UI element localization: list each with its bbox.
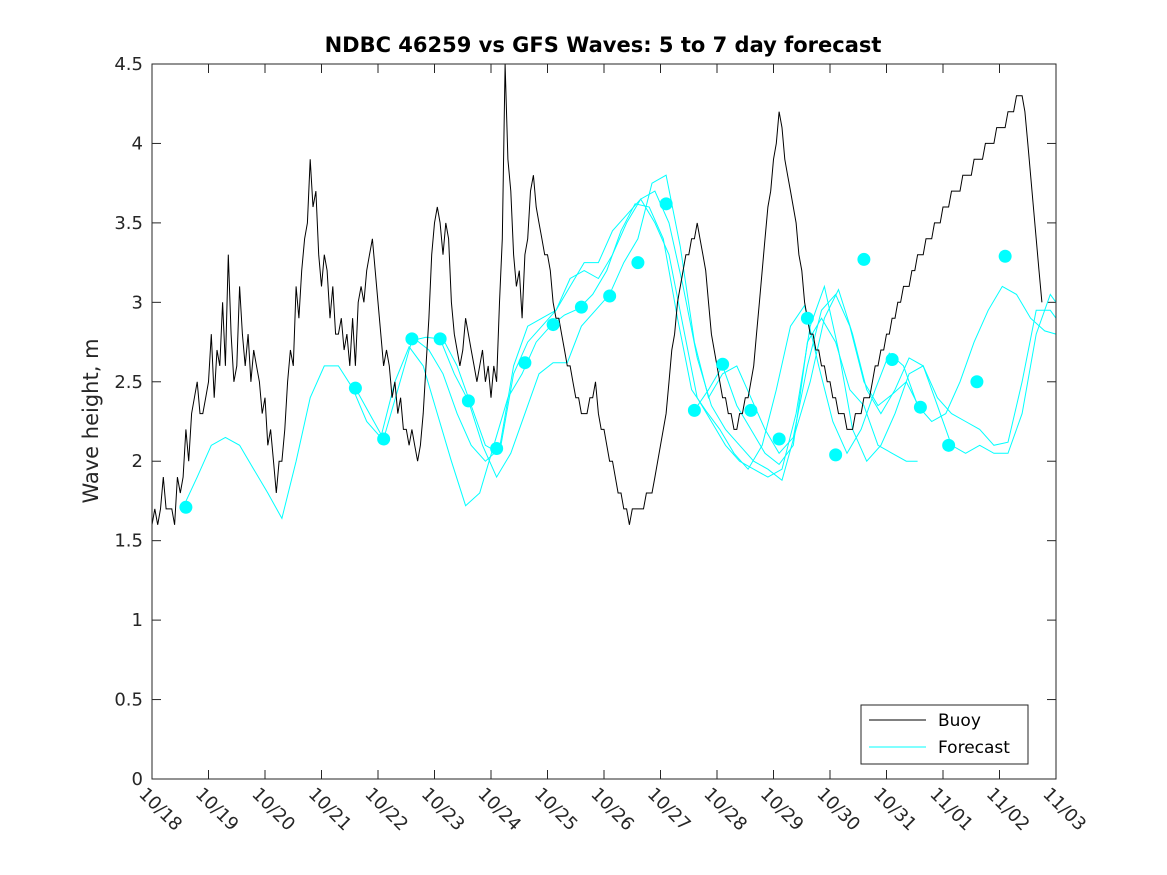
forecast-point xyxy=(461,394,475,408)
x-tick-labels: 10/18 10/19 10/20 10/21 10/22 10/23 10/24 10/25… xyxy=(134,784,1090,836)
forecast-point xyxy=(631,256,645,270)
forecast-point xyxy=(744,403,758,417)
forecast-line-1 xyxy=(182,203,1057,520)
y-axis-label: Wave height, m xyxy=(79,338,103,503)
legend-buoy-label: Buoy xyxy=(938,711,981,731)
x-tick-label: 11/01 xyxy=(925,784,977,836)
y-tick-label: 0 xyxy=(132,769,143,790)
forecast-point xyxy=(433,332,447,346)
y-tick-label: 4.5 xyxy=(114,54,143,75)
forecast-point xyxy=(998,249,1012,263)
x-tick-label: 10/19 xyxy=(191,784,243,836)
x-tick-label: 10/31 xyxy=(869,784,921,836)
chart-title: NDBC 46259 vs GFS Waves: 5 to 7 day fore… xyxy=(325,33,882,57)
forecast-point xyxy=(913,400,927,414)
axis-ticks xyxy=(151,63,1057,780)
forecast-lines xyxy=(182,174,1057,520)
y-tick-label: 0.5 xyxy=(114,690,143,711)
x-tick-label: 10/20 xyxy=(247,784,299,836)
forecast-point xyxy=(970,375,984,389)
forecast-point xyxy=(377,432,391,446)
forecast-point xyxy=(942,438,956,452)
forecast-point xyxy=(687,403,701,417)
forecast-point xyxy=(829,448,843,462)
x-tick-label: 10/28 xyxy=(699,784,751,836)
x-tick-label: 10/26 xyxy=(586,784,638,836)
forecast-point xyxy=(603,289,617,303)
x-tick-label: 11/02 xyxy=(982,784,1034,836)
legend-box xyxy=(860,704,1029,765)
x-tick-label: 10/30 xyxy=(812,784,864,836)
forecast-point xyxy=(659,197,673,211)
forecast-point xyxy=(348,381,362,395)
forecast-line-3 xyxy=(414,190,1057,482)
forecast-point xyxy=(574,300,588,314)
y-tick-label: 2 xyxy=(132,451,143,472)
forecast-point xyxy=(885,353,899,367)
x-tick-label: 10/18 xyxy=(134,784,186,836)
y-tick-label: 1 xyxy=(132,610,143,631)
legend-forecast-label: Forecast xyxy=(938,738,1010,758)
x-tick-label: 10/22 xyxy=(360,784,412,836)
y-tick-label: 1.5 xyxy=(114,531,143,552)
x-tick-label: 10/21 xyxy=(304,784,356,836)
y-tick-label: 2.5 xyxy=(114,372,143,393)
y-tick-labels: 0 0.5 1 1.5 2 2.5 3 3.5 4 4.5 xyxy=(114,54,143,790)
x-tick-label: 10/29 xyxy=(756,784,808,836)
forecast-point xyxy=(490,442,504,456)
forecast-point xyxy=(405,332,419,346)
x-tick-label: 10/25 xyxy=(530,784,582,836)
forecast-line-2 xyxy=(354,174,919,479)
x-tick-label: 10/27 xyxy=(643,784,695,836)
forecast-point xyxy=(546,318,560,332)
forecast-point xyxy=(716,357,730,371)
x-tick-label: 10/23 xyxy=(417,784,469,836)
y-tick-label: 3 xyxy=(132,292,143,313)
axes-box xyxy=(151,63,1057,780)
y-tick-label: 4 xyxy=(132,133,143,154)
forecast-point xyxy=(857,252,871,266)
legend: Buoy Forecast xyxy=(860,704,1029,765)
forecast-point xyxy=(179,500,193,514)
forecast-point xyxy=(772,432,786,446)
plot-area xyxy=(152,64,1056,779)
x-tick-label: 11/03 xyxy=(1038,784,1090,836)
buoy-series xyxy=(151,63,1043,525)
buoy-line xyxy=(151,63,1043,525)
x-tick-label: 10/24 xyxy=(473,784,525,836)
forecast-points xyxy=(179,197,1012,514)
forecast-line-4 xyxy=(442,198,1057,478)
forecast-point xyxy=(800,311,814,325)
forecast-line-5 xyxy=(693,317,918,466)
y-tick-label: 3.5 xyxy=(114,213,143,234)
forecast-point xyxy=(518,356,532,370)
